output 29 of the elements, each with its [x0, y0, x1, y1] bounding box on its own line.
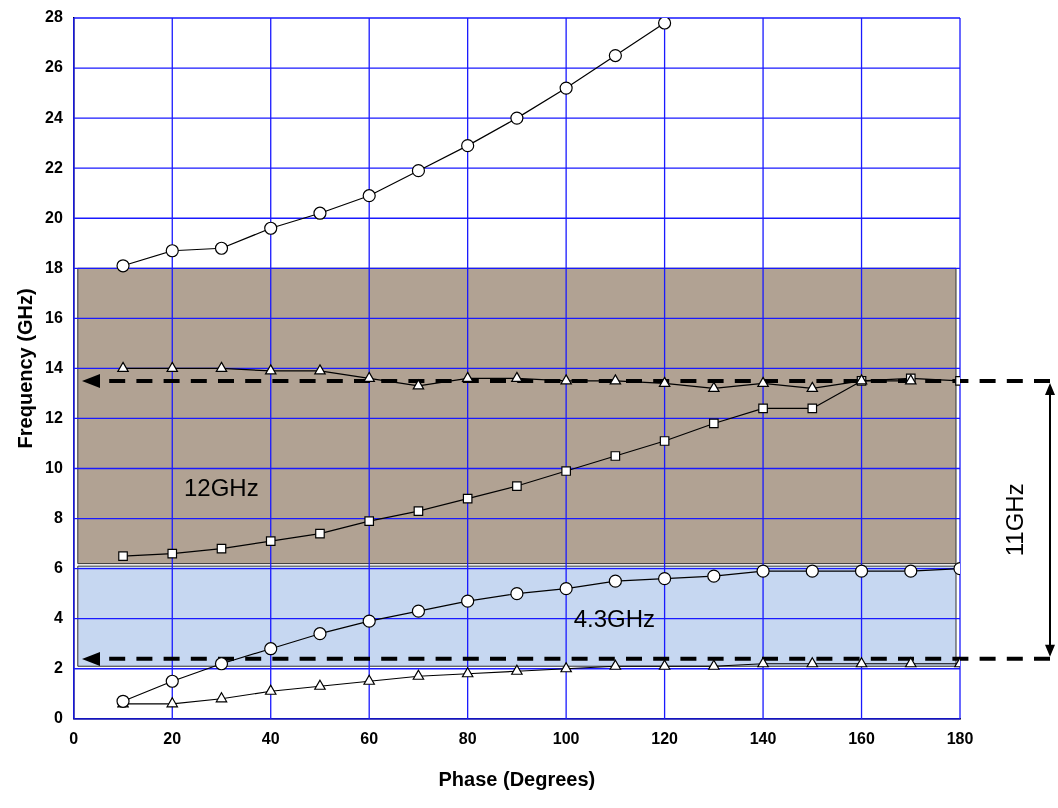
- y-tick-label: 12: [45, 408, 63, 426]
- x-tick-label: 20: [163, 729, 182, 747]
- x-tick-label: 40: [261, 729, 280, 747]
- y-tick-label: 24: [45, 108, 63, 126]
- y-tick-label: 0: [53, 709, 63, 727]
- y-tick-label: 18: [45, 258, 63, 276]
- x-tick-label: 0: [69, 729, 79, 747]
- y-tick-label: 16: [45, 308, 63, 326]
- x-tick-label: 100: [552, 729, 580, 747]
- y-tick-label: 6: [53, 559, 63, 577]
- annotation: 12GHz: [184, 474, 259, 502]
- x-tick-label: 120: [651, 729, 679, 747]
- y-tick-label: 28: [45, 8, 63, 26]
- y-tick-label: 4: [53, 609, 63, 627]
- y-tick-label: 8: [53, 508, 63, 526]
- x-tick-label: 60: [360, 729, 379, 747]
- y-axis-title: Frequency (GHz): [13, 288, 36, 449]
- y-tick-label: 14: [45, 358, 63, 376]
- x-axis-title: Phase (Degrees): [438, 767, 596, 790]
- y-tick-label: 20: [45, 208, 63, 226]
- y-tick-label: 2: [53, 659, 63, 677]
- y-tick-label: 22: [45, 158, 63, 176]
- x-tick-label: 180: [946, 729, 974, 747]
- text: 11GHz: [1000, 483, 1028, 557]
- y-tick-label: 26: [45, 58, 63, 76]
- x-tick-label: 160: [848, 729, 875, 747]
- x-tick-label: 140: [749, 729, 777, 747]
- y-tick-label: 10: [45, 458, 63, 476]
- x-tick-label: 80: [458, 729, 477, 747]
